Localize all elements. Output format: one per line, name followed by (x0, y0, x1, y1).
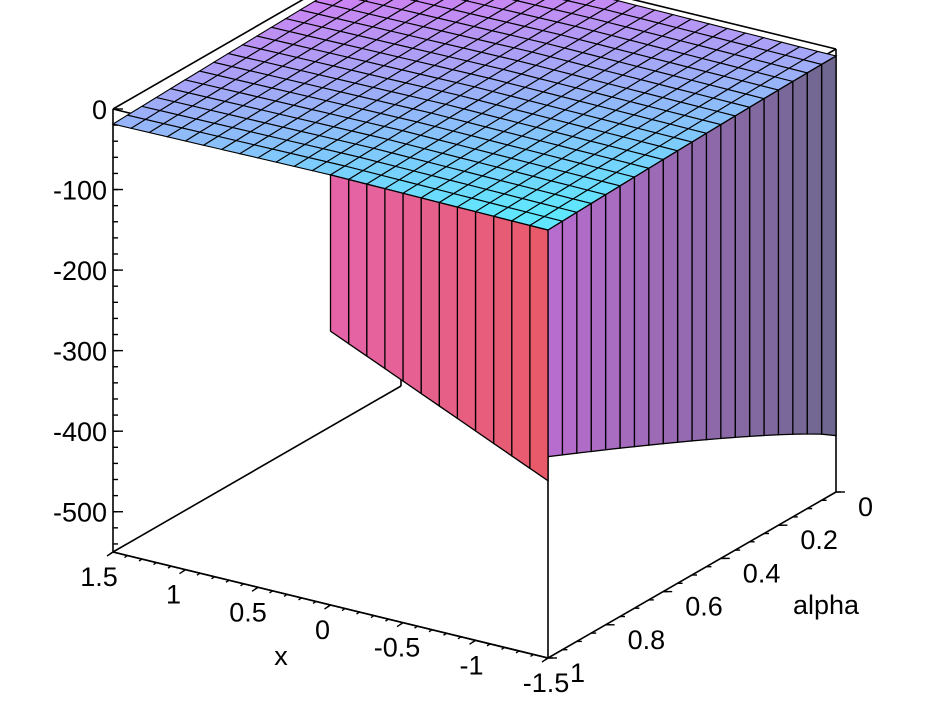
surface-wall-cell (474, 210, 495, 445)
surface-wall-cell (492, 215, 513, 458)
surface-wall-cell (676, 140, 693, 443)
alpha-tick-label: 1 (570, 658, 585, 688)
surface-wall-cell (720, 114, 736, 440)
surface-wall-cell (511, 220, 531, 470)
x-minor-tick (327, 604, 331, 608)
x-tick-label: 0 (315, 615, 330, 645)
x-minor-tick (269, 590, 273, 594)
x-minor-tick (298, 597, 302, 601)
x-minor-tick (530, 653, 534, 658)
surface-wall-cell (561, 211, 578, 456)
alpha-axis-title: alpha (793, 590, 860, 620)
x-minor-tick (457, 636, 462, 640)
surface-wall-cell (734, 106, 751, 439)
x-minor-tick (472, 639, 476, 643)
surface-wall-cell (792, 71, 808, 435)
x-minor-tick (544, 657, 549, 661)
surface-wall-cell (604, 184, 621, 451)
surface-wall-cell (763, 88, 780, 437)
x-minor-tick (486, 643, 491, 647)
surface-wall-cell (590, 193, 607, 453)
x-axis-title: x (274, 641, 288, 671)
x-minor-tick (167, 565, 172, 569)
axis-labels: 0 -100 -200 -300 -400 -500 1.5 1 0.5 0 -0.5 -1 -1.5 x… (53, 95, 873, 698)
box-edge (112, 0, 304, 110)
x-minor-tick (109, 551, 114, 555)
x-minor-tick (399, 622, 404, 626)
z-tick-label: -200 (53, 256, 107, 286)
z-tick-label: 0 (92, 95, 107, 125)
surface-wall-cell (402, 192, 422, 395)
box-edge (112, 385, 402, 553)
x-minor-tick (254, 586, 259, 590)
x-minor-tick (428, 629, 433, 633)
surface-wall-cell (633, 167, 650, 448)
x-minor-tick (211, 576, 215, 580)
x-minor-tick (225, 579, 230, 583)
x-minor-tick (312, 600, 317, 605)
surface-wall-cell (619, 175, 636, 449)
x-minor-tick (370, 615, 375, 619)
alpha-tick-label: 0 (858, 492, 873, 522)
z-tick-label: -100 (53, 176, 107, 206)
surface-wall-cell (648, 158, 664, 446)
alpha-tick-label: 0.2 (800, 525, 838, 555)
x-minor-tick (515, 650, 520, 654)
x-minor-tick (385, 618, 389, 622)
alpha-tick-label: 0.4 (743, 558, 781, 588)
surface-wall-cell (576, 202, 592, 454)
x-minor-tick (138, 558, 143, 562)
surface-wall-cell (384, 187, 404, 383)
x-minor-tick (124, 554, 128, 559)
z-tick-label: -300 (53, 337, 107, 367)
x-minor-tick (153, 562, 157, 566)
z-tick-label: -400 (53, 417, 107, 447)
surface-wall-cell (662, 149, 679, 445)
surface-wall-cell (420, 197, 440, 408)
x-minor-tick (240, 583, 244, 587)
x-minor-tick (182, 569, 186, 573)
surface-wall-cell (329, 174, 350, 345)
surface-mesh (111, 0, 838, 483)
surface-wall-cell (748, 97, 765, 438)
x-tick-label: 0.5 (229, 597, 267, 627)
alpha-tick-label: 0.8 (628, 625, 666, 655)
surface-wall-cell (691, 132, 708, 442)
surface-wall-cell (456, 206, 477, 433)
x-minor-tick (414, 625, 418, 629)
x-minor-tick (341, 607, 346, 612)
x-minor-tick (356, 611, 360, 615)
surface-wall-cell (777, 80, 794, 436)
alpha-tick-label: 0.6 (685, 592, 723, 622)
x-minor-tick (196, 572, 201, 576)
surface-wall-cell (806, 63, 823, 435)
surface-wall-cell (529, 224, 549, 483)
box-edge (631, 0, 837, 50)
surface-wall-cell (547, 220, 564, 458)
x-tick-label: 1.5 (80, 562, 118, 592)
x-minor-tick (501, 646, 505, 650)
surface-wall-cell (347, 178, 368, 358)
z-tick-label: -500 (53, 498, 107, 528)
axis-ticks (106, 108, 845, 663)
x-tick-label: -1 (459, 650, 483, 680)
surface-wall-cell (366, 183, 386, 370)
x-tick-label: -0.5 (374, 633, 421, 663)
surface-wall-cell (438, 201, 459, 420)
surface-wall-cell (705, 123, 722, 441)
surface-wall-cell (820, 54, 837, 437)
x-tick-label: 1 (166, 580, 181, 610)
x-minor-tick (443, 632, 447, 636)
x-minor-tick (283, 593, 288, 597)
x-tick-label: -1.5 (523, 668, 570, 698)
